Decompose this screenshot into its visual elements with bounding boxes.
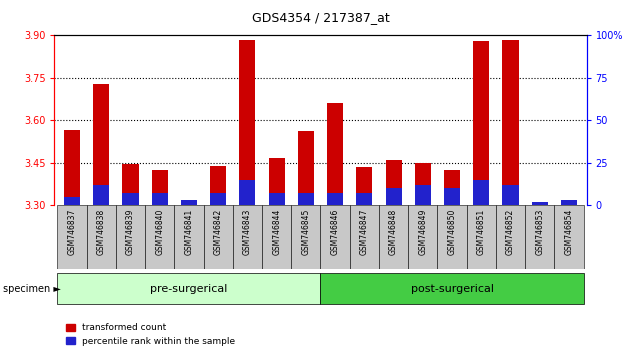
Bar bbox=[437, 205, 467, 269]
Bar bbox=[503, 40, 519, 205]
Bar bbox=[204, 205, 233, 269]
Bar bbox=[561, 200, 577, 205]
Bar bbox=[233, 205, 262, 269]
Bar bbox=[93, 84, 110, 205]
Bar bbox=[356, 193, 372, 205]
Bar bbox=[174, 205, 204, 269]
Bar bbox=[561, 200, 577, 205]
Bar bbox=[181, 200, 197, 205]
Bar bbox=[58, 273, 320, 304]
Bar bbox=[531, 202, 548, 205]
Bar bbox=[320, 205, 350, 269]
Legend: transformed count, percentile rank within the sample: transformed count, percentile rank withi… bbox=[62, 320, 239, 349]
Bar bbox=[554, 205, 583, 269]
Text: GSM746850: GSM746850 bbox=[447, 209, 456, 255]
Bar bbox=[239, 40, 256, 205]
Bar bbox=[298, 193, 314, 205]
Bar bbox=[269, 158, 285, 205]
Text: GSM746845: GSM746845 bbox=[301, 209, 310, 255]
Bar bbox=[496, 205, 525, 269]
Text: GSM746841: GSM746841 bbox=[185, 209, 194, 255]
Bar bbox=[408, 205, 437, 269]
Text: GSM746846: GSM746846 bbox=[331, 209, 340, 255]
Text: GSM746837: GSM746837 bbox=[67, 209, 76, 255]
Text: GSM746840: GSM746840 bbox=[155, 209, 164, 255]
Text: GSM746849: GSM746849 bbox=[419, 209, 428, 255]
Bar bbox=[320, 273, 583, 304]
Bar bbox=[356, 167, 372, 205]
Bar bbox=[152, 170, 168, 205]
Bar bbox=[64, 130, 80, 205]
Bar bbox=[64, 197, 80, 205]
Bar bbox=[444, 188, 460, 205]
Text: GSM746842: GSM746842 bbox=[213, 209, 222, 255]
Bar bbox=[87, 205, 116, 269]
Bar bbox=[415, 185, 431, 205]
Bar bbox=[531, 202, 548, 205]
Text: specimen ►: specimen ► bbox=[3, 284, 61, 293]
Bar bbox=[58, 205, 87, 269]
Bar bbox=[467, 205, 496, 269]
Bar bbox=[298, 131, 314, 205]
Bar bbox=[93, 185, 110, 205]
Text: GSM746847: GSM746847 bbox=[360, 209, 369, 255]
Bar bbox=[122, 193, 138, 205]
Text: GSM746848: GSM746848 bbox=[389, 209, 398, 255]
Bar bbox=[116, 205, 145, 269]
Bar bbox=[145, 205, 174, 269]
Bar bbox=[239, 180, 256, 205]
Bar bbox=[210, 193, 226, 205]
Bar bbox=[473, 41, 489, 205]
Bar bbox=[291, 205, 320, 269]
Bar bbox=[503, 185, 519, 205]
Bar bbox=[327, 193, 343, 205]
Bar bbox=[327, 103, 343, 205]
Text: GSM746851: GSM746851 bbox=[477, 209, 486, 255]
Bar bbox=[385, 160, 402, 205]
Bar bbox=[473, 180, 489, 205]
Bar bbox=[152, 193, 168, 205]
Text: GSM746843: GSM746843 bbox=[243, 209, 252, 255]
Text: GSM746854: GSM746854 bbox=[565, 209, 574, 255]
Bar bbox=[262, 205, 291, 269]
Bar bbox=[525, 205, 554, 269]
Bar bbox=[210, 166, 226, 205]
Bar bbox=[122, 164, 138, 205]
Text: GDS4354 / 217387_at: GDS4354 / 217387_at bbox=[252, 11, 389, 24]
Bar bbox=[181, 201, 197, 205]
Text: GSM746844: GSM746844 bbox=[272, 209, 281, 255]
Bar bbox=[379, 205, 408, 269]
Bar bbox=[415, 163, 431, 205]
Text: GSM746839: GSM746839 bbox=[126, 209, 135, 255]
Text: GSM746852: GSM746852 bbox=[506, 209, 515, 255]
Text: post-surgerical: post-surgerical bbox=[410, 284, 494, 293]
Bar bbox=[350, 205, 379, 269]
Bar bbox=[385, 188, 402, 205]
Bar bbox=[444, 170, 460, 205]
Text: GSM746853: GSM746853 bbox=[535, 209, 544, 255]
Bar bbox=[269, 193, 285, 205]
Text: GSM746838: GSM746838 bbox=[97, 209, 106, 255]
Text: pre-surgerical: pre-surgerical bbox=[150, 284, 228, 293]
